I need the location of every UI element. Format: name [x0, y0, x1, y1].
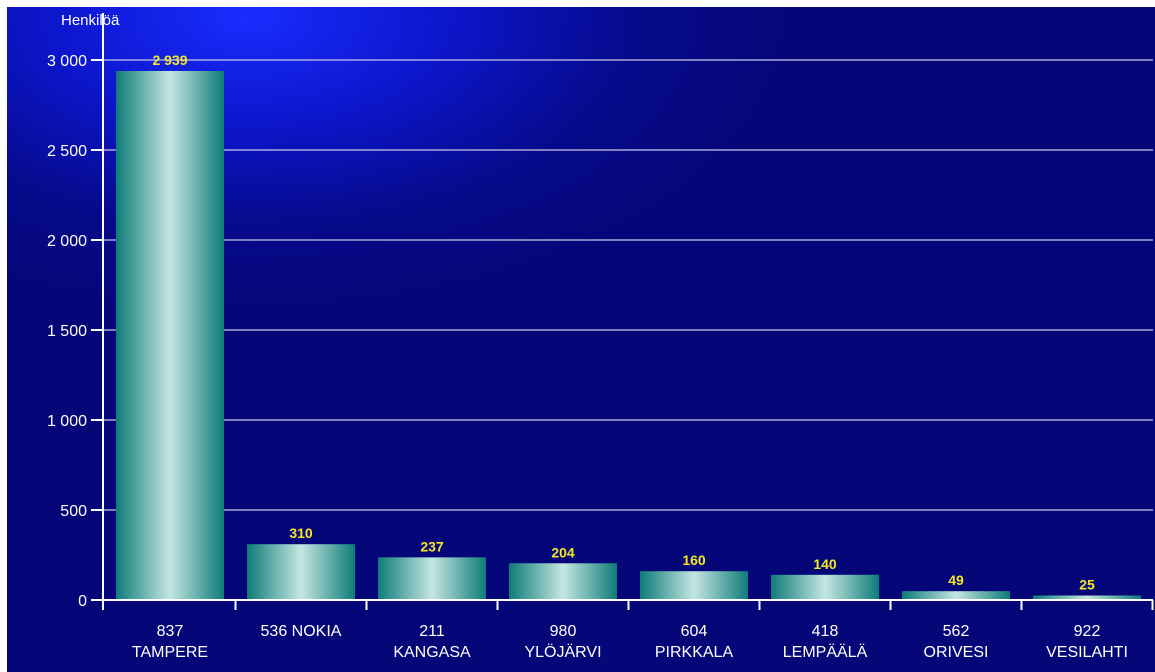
chart-panel: 0 500 1 000 1 500 2 000 2 500 3 000 Henkilöä 2 9… — [7, 7, 1155, 672]
category-label: 211 — [419, 623, 445, 640]
category-label: 922 — [1074, 623, 1101, 640]
bar — [247, 544, 355, 600]
category-label: TAMPERE — [132, 644, 208, 661]
value-label: 140 — [813, 556, 837, 572]
bar — [509, 563, 617, 600]
value-label: 237 — [420, 538, 444, 554]
bar — [378, 557, 486, 600]
value-label: 310 — [289, 525, 313, 541]
value-label: 204 — [551, 544, 575, 560]
value-label: 25 — [1079, 577, 1095, 593]
bar — [640, 571, 748, 600]
category-label: 418 — [812, 623, 839, 640]
category-label: 837 — [157, 623, 184, 640]
value-label: 160 — [682, 552, 706, 568]
bar-chart: 0 500 1 000 1 500 2 000 2 500 3 000 Henkilöä 2 9… — [47, 12, 1154, 661]
category-label: PIRKKALA — [655, 644, 734, 661]
bar — [902, 591, 1010, 600]
y-axis-label: Henkilöä — [61, 12, 120, 29]
category-label: KANGASA — [393, 644, 471, 661]
axes — [91, 13, 1154, 610]
y-tick-label: 3 000 — [47, 53, 87, 70]
category-label: 536 NOKIA — [261, 623, 342, 640]
category-label: LEMPÄÄLÄ — [783, 643, 868, 661]
bar — [771, 574, 879, 600]
category-label: YLÖJÄRVI — [524, 643, 601, 661]
bar — [1033, 595, 1141, 600]
value-label: 49 — [948, 572, 964, 588]
category-label: 604 — [681, 623, 708, 640]
value-label: 2 939 — [152, 52, 187, 68]
gridlines — [103, 59, 1153, 511]
y-tick-label: 1 500 — [47, 323, 87, 340]
category-label: 980 — [550, 623, 577, 640]
category-label: ORIVESI — [924, 644, 989, 661]
category-label: 562 — [943, 623, 970, 640]
y-tick-label: 500 — [60, 503, 87, 520]
y-tick-label: 0 — [78, 593, 87, 610]
y-tick-label: 1 000 — [47, 413, 87, 430]
bars — [116, 70, 1141, 601]
category-label: VESILAHTI — [1046, 644, 1128, 661]
y-tick-label: 2 000 — [47, 233, 87, 250]
y-tick-label: 2 500 — [47, 143, 87, 160]
labels: 0 500 1 000 1 500 2 000 2 500 3 000 Henkilöä 2 9… — [47, 12, 1128, 661]
bar — [116, 70, 224, 601]
